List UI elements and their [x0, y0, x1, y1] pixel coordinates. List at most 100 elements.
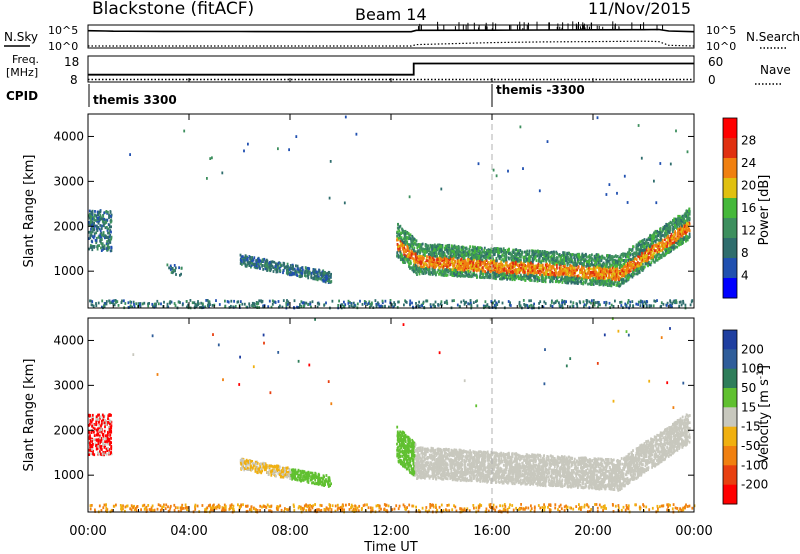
rti-cell: [123, 299, 125, 303]
rti-cell: [348, 305, 351, 308]
rti-cell: [269, 269, 272, 273]
rti-cell: [102, 214, 105, 218]
rti-cell: [550, 301, 553, 304]
rti-cell: [89, 221, 92, 224]
rti-cell: [404, 229, 407, 233]
rti-cell: [415, 250, 417, 254]
rti-cell: [481, 262, 483, 266]
rti-cell: [549, 271, 552, 274]
rti-cell: [394, 303, 396, 306]
rti-cell: [391, 303, 393, 307]
rti-cell: [108, 235, 111, 239]
rti-cell: [627, 299, 630, 302]
rti-cell: [297, 268, 300, 272]
rti-cell: [325, 301, 327, 305]
rti-cell: [684, 221, 687, 224]
rti-cell: [678, 300, 681, 304]
rti-cell: [320, 276, 323, 280]
rti-cell: [553, 262, 556, 266]
rti-cell: [438, 268, 441, 272]
rti-cell: [279, 304, 281, 308]
rti-cell: [330, 280, 333, 283]
rti-cell: [450, 272, 452, 275]
rti-cell: [502, 258, 504, 261]
rti-cell: [669, 225, 672, 228]
rti-cell: [641, 262, 644, 266]
rti-cell: [609, 254, 611, 258]
rti-cell: [505, 259, 508, 263]
rti-cell: [242, 261, 245, 265]
rti-cell: [300, 271, 303, 275]
rti-cell: [530, 303, 533, 307]
rti-cell: [106, 240, 108, 243]
rti-cell: [109, 238, 112, 242]
rti-cell: [260, 260, 263, 263]
rti-cell: [523, 274, 525, 277]
rti-cell: [91, 235, 94, 238]
rti-cell: [230, 304, 232, 308]
rti-cell: [527, 270, 529, 274]
rti-cell: [397, 245, 400, 249]
rti-cell: [586, 267, 589, 271]
rti-cell: [343, 300, 345, 304]
rti-cell: [98, 227, 101, 231]
rti-cell: [510, 273, 513, 277]
rti-cell: [433, 254, 436, 258]
rti-cell: [418, 304, 421, 308]
rti-cell: [274, 301, 277, 304]
rti-cell: [262, 260, 264, 263]
rti-cell: [503, 267, 506, 271]
rti-cell: [661, 230, 664, 234]
rti-cell: [519, 276, 522, 280]
rti-cell: [251, 258, 254, 262]
rti-cell: [602, 281, 604, 285]
rti-cell: [412, 267, 414, 271]
rti-cell: [324, 274, 327, 277]
rti-cell: [299, 268, 302, 272]
rti-cell: [285, 304, 288, 308]
rti-cell: [448, 267, 451, 271]
rti-cell: [445, 259, 448, 263]
rti-cell: [384, 299, 387, 303]
rti-cell: [599, 303, 601, 307]
rti-cell: [453, 270, 455, 274]
rti-cell: [514, 248, 516, 252]
rti-cell: [637, 267, 640, 270]
rti-cell: [429, 260, 432, 264]
rti-cell: [592, 299, 595, 302]
rti-cell: [498, 274, 500, 277]
rti-cell: [615, 267, 617, 270]
rti-cell: [603, 301, 606, 304]
rti-cell: [469, 245, 471, 249]
rti-cell: [156, 299, 159, 303]
rti-cell: [511, 265, 514, 269]
rti-cell: [613, 281, 616, 285]
rti-cell: [682, 227, 685, 230]
rti-cell: [105, 302, 108, 306]
rti-cell: [508, 264, 511, 267]
rti-cell: [479, 246, 482, 250]
rti-cell: [263, 257, 266, 261]
rti-cell: [590, 301, 592, 305]
rti-cell: [299, 267, 302, 270]
rti-cell: [670, 305, 673, 308]
rti-cell: [104, 302, 107, 305]
rti-cell: [593, 303, 596, 307]
rti-cell: [485, 254, 488, 258]
rti-cell: [472, 265, 475, 269]
rti-cell: [578, 300, 581, 303]
rti-cell: [319, 277, 321, 281]
rti-cell: [671, 242, 674, 246]
rti-cell: [567, 255, 569, 259]
rti-cell: [309, 302, 312, 306]
rti-cell: [602, 276, 605, 280]
nave-tick-bottom: 0: [708, 73, 716, 87]
rti-cell: [369, 302, 372, 306]
rti-cell: [452, 273, 455, 277]
rti-cell: [641, 241, 644, 244]
rti-cell: [148, 302, 150, 305]
rti-cell: [314, 268, 317, 272]
rti-cell: [105, 300, 108, 303]
rti-cell: [480, 258, 482, 262]
